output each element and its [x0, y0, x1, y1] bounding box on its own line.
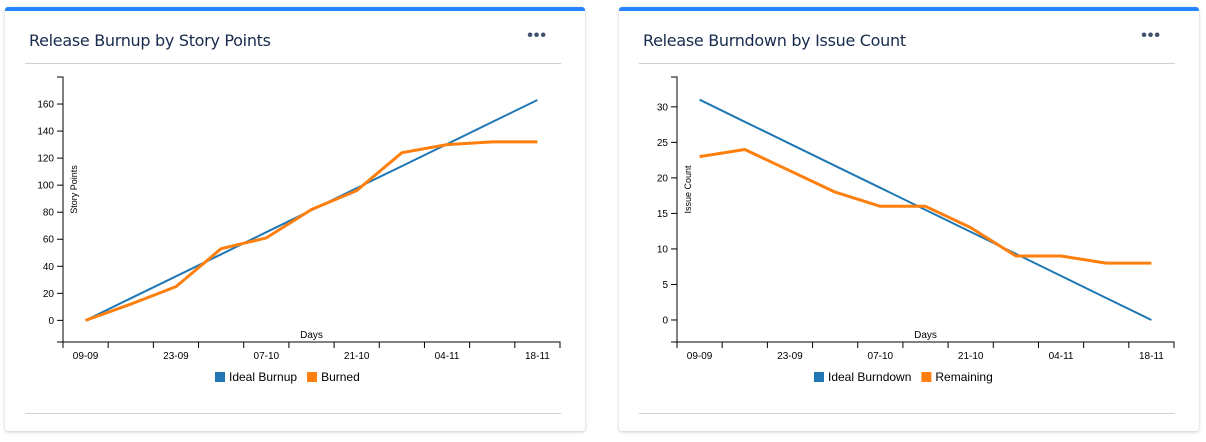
- burndown-card: Release Burndown by Issue Count ••• 0 5 10…: [619, 7, 1199, 431]
- legend-label: Ideal Burndown: [828, 370, 911, 384]
- divider: [25, 63, 561, 64]
- card-title: Release Burndown by Issue Count: [643, 31, 906, 50]
- legend-swatch: [215, 372, 225, 382]
- x-tick-label: 04-11: [435, 351, 460, 362]
- x-tick-label: 23-09: [163, 351, 189, 362]
- card-title: Release Burnup by Story Points: [29, 31, 271, 50]
- series-line-actual: [699, 148, 1152, 265]
- y-axis: [57, 76, 64, 343]
- y-tick-label: 5: [662, 280, 668, 291]
- x-axis-label: Days: [300, 330, 323, 341]
- burndown-chart: 0 5 10 15 20 25 30 09-09 23-09 07-10 21-10 04-11 18-…: [657, 76, 1175, 384]
- burnup-card: Release Burnup by Story Points ••• 0 20 40…: [5, 7, 585, 431]
- y-tick-label: 20: [43, 289, 55, 300]
- divider: [639, 63, 1175, 64]
- legend-label: Burned: [321, 370, 360, 384]
- y-tick-label: 30: [657, 102, 669, 113]
- x-tick-label: 18-11: [525, 351, 550, 362]
- more-horizontal-icon[interactable]: •••: [1141, 27, 1161, 44]
- y-tick-label: 20: [657, 173, 669, 184]
- y-tick-label: 15: [657, 209, 669, 220]
- x-axis: [62, 341, 561, 348]
- legend-label: Remaining: [935, 370, 992, 384]
- divider: [639, 413, 1175, 414]
- y-tick-label: 40: [43, 262, 55, 273]
- series-line-actual: [85, 140, 538, 322]
- legend-swatch: [814, 372, 824, 382]
- y-tick-label: 0: [48, 316, 54, 327]
- x-tick-label: 18-11: [1139, 351, 1164, 362]
- more-horizontal-icon[interactable]: •••: [527, 27, 547, 44]
- y-tick-label: 140: [37, 127, 54, 138]
- x-tick-label: 21-10: [958, 351, 984, 362]
- y-axis: [671, 76, 678, 343]
- y-tick-label: 60: [43, 235, 55, 246]
- divider: [25, 413, 561, 414]
- y-tick-label: 100: [37, 181, 54, 192]
- x-axis-label: Days: [914, 330, 937, 341]
- x-axis: [676, 341, 1175, 348]
- x-tick-label: 21-10: [344, 351, 370, 362]
- y-tick-label: 160: [37, 100, 54, 111]
- y-tick-label: 80: [43, 208, 55, 219]
- y-tick-label: 0: [662, 315, 668, 326]
- y-tick-label: 10: [657, 244, 669, 255]
- y-tick-label: 25: [657, 138, 669, 149]
- x-tick-label: 07-10: [868, 351, 894, 362]
- burnup-chart: 0 20 40 60 80 100 120 140 160 09-09 23-09 07-10 21-1…: [37, 76, 561, 384]
- legend-swatch: [921, 372, 932, 382]
- x-tick-label: 09-09: [687, 351, 713, 362]
- x-tick-label: 09-09: [73, 351, 99, 362]
- legend-swatch: [307, 372, 318, 382]
- series-line-ideal: [699, 98, 1152, 321]
- x-tick-label: 04-11: [1049, 351, 1074, 362]
- y-axis-label: Issue Count: [683, 165, 693, 214]
- x-tick-label: 23-09: [777, 351, 803, 362]
- y-tick-label: 120: [37, 154, 54, 165]
- legend-label: Ideal Burnup: [229, 370, 297, 384]
- x-tick-label: 07-10: [254, 351, 280, 362]
- y-axis-label: Story Points: [69, 165, 79, 214]
